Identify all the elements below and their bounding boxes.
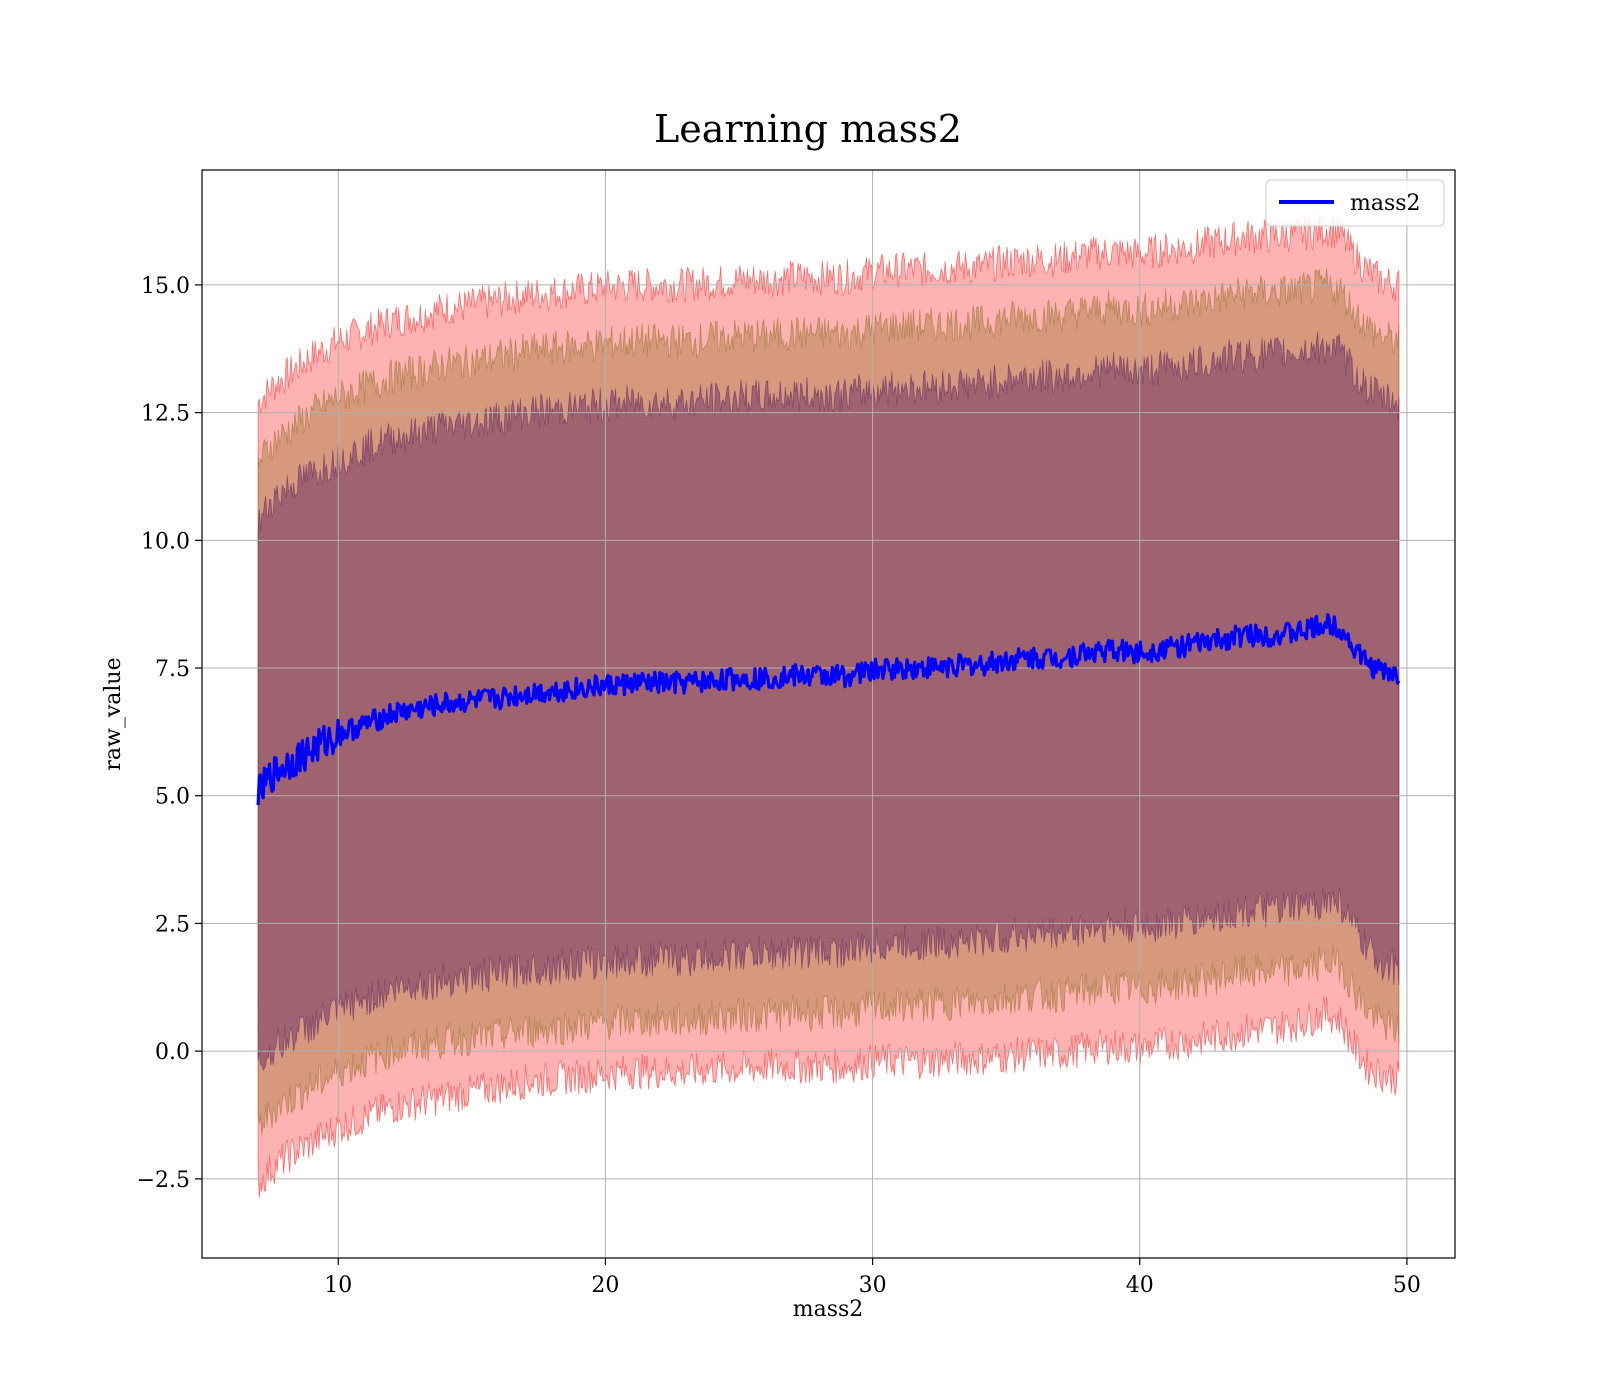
- y-tick-label: 10.0: [141, 529, 190, 554]
- band-inner: [257, 331, 1400, 1071]
- x-tick-label: 40: [1126, 1273, 1154, 1298]
- y-axis-ticks: −2.5 0.0 2.5 5.0 7.5 10.0 12.5 15.0: [137, 274, 202, 1193]
- legend: mass2: [1265, 179, 1445, 227]
- y-tick-label: 7.5: [155, 657, 190, 682]
- x-tick-label: 10: [324, 1273, 352, 1298]
- y-tick-label: 0.0: [155, 1040, 190, 1065]
- y-tick-label: 2.5: [155, 912, 190, 937]
- y-tick-label: −2.5: [137, 1168, 190, 1193]
- chart-title: Learning mass2: [654, 107, 962, 151]
- y-tick-label: 5.0: [155, 785, 190, 810]
- band-middle: [257, 268, 1400, 1136]
- x-tick-label: 30: [859, 1273, 887, 1298]
- legend-label-mass2: mass2: [1350, 191, 1421, 216]
- x-tick-label: 50: [1393, 1273, 1421, 1298]
- x-tick-label: 20: [591, 1273, 619, 1298]
- x-axis-label: mass2: [793, 1297, 864, 1322]
- y-axis-label: raw_value: [101, 657, 126, 770]
- y-tick-label: 12.5: [141, 402, 190, 427]
- confidence-bands: [257, 213, 1400, 1198]
- legend-box: [1265, 179, 1445, 227]
- x-axis-ticks: 10 20 30 40 50: [324, 1258, 1421, 1298]
- band-outer: [257, 213, 1400, 1198]
- series-lines: [256, 613, 1401, 806]
- grid-lines: [202, 170, 1455, 1258]
- y-tick-label: 15.0: [141, 274, 190, 299]
- series-line-mass2: [256, 613, 1401, 806]
- plot-frame: [201, 169, 1456, 1259]
